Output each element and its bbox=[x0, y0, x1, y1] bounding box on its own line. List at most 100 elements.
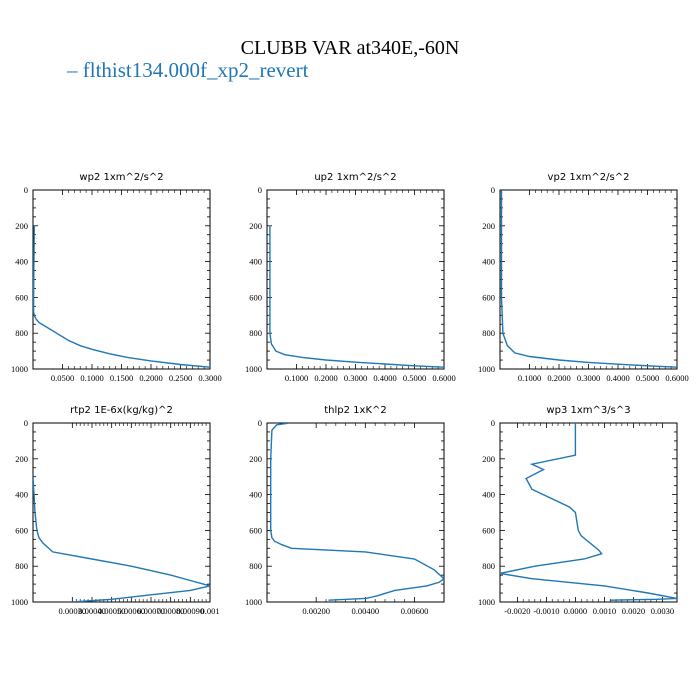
x-tick-label: 0.0020 bbox=[622, 606, 645, 616]
x-tick-label: 0.00600 bbox=[401, 606, 429, 616]
x-tick-label: 0.2000 bbox=[139, 373, 162, 383]
panel-title: vp2 1xm^2/s^2 bbox=[548, 172, 630, 183]
y-tick-label: 600 bbox=[15, 525, 28, 535]
panel-title: thlp2 1xK^2 bbox=[324, 405, 387, 416]
y-tick-label: 800 bbox=[15, 328, 28, 338]
y-tick-label: 800 bbox=[249, 328, 262, 338]
y-tick-label: 0 bbox=[24, 418, 28, 428]
series-line bbox=[269, 225, 444, 368]
y-tick-label: 1000 bbox=[11, 597, 28, 607]
y-tick-label: 1000 bbox=[478, 597, 495, 607]
legend-label: flthist134.000f_xp2_revert bbox=[82, 58, 309, 82]
x-tick-label: 0.3000 bbox=[577, 373, 600, 383]
y-tick-label: 1000 bbox=[11, 364, 28, 374]
panel-1: wp2 1xm^2/s^2 0 200 400 600 800 1000 0.0500 0.10… bbox=[11, 172, 222, 383]
panel-2: up2 1xm^2/s^2 0 200 400 600 800 1000 0.1000 0.20… bbox=[245, 172, 456, 383]
y-tick-label: 1000 bbox=[478, 364, 495, 374]
y-tick-label: 600 bbox=[249, 292, 262, 302]
y-tick-label: 200 bbox=[15, 221, 28, 231]
legend-line-marker: – bbox=[67, 58, 83, 82]
plot-frame bbox=[499, 422, 678, 603]
x-tick-label: 0.0500 bbox=[51, 373, 74, 383]
x-tick-label: 0.001 bbox=[200, 606, 219, 616]
y-tick-label: 200 bbox=[249, 454, 262, 464]
y-tick-label: 600 bbox=[15, 292, 28, 302]
x-tick-label: 0.00070 bbox=[137, 606, 165, 616]
y-tick-label: 800 bbox=[482, 328, 495, 338]
y-tick-label: 0 bbox=[258, 418, 262, 428]
x-tick-label: 0.0010 bbox=[593, 606, 616, 616]
x-tick-label: 0.3000 bbox=[344, 373, 367, 383]
y-tick-label: 0 bbox=[491, 185, 495, 195]
y-tick-label: 800 bbox=[15, 561, 28, 571]
x-tick-label: 0.1500 bbox=[110, 373, 133, 383]
x-tick-label: 0.4000 bbox=[606, 373, 629, 383]
plot-frame bbox=[266, 422, 445, 603]
x-tick-label: 0.00060 bbox=[118, 606, 146, 616]
x-tick-label: 0.1000 bbox=[285, 373, 308, 383]
x-tick-label: 0.1000 bbox=[80, 373, 103, 383]
y-tick-label: 0 bbox=[258, 185, 262, 195]
y-tick-label: 600 bbox=[249, 525, 262, 535]
panel-3: vp2 1xm^2/s^2 0 200 400 600 800 1000 0.1000 0.20… bbox=[478, 172, 689, 383]
plot-frame bbox=[32, 422, 211, 603]
panel-title: up2 1xm^2/s^2 bbox=[314, 172, 396, 183]
x-tick-label: 0.5000 bbox=[636, 373, 659, 383]
legend-entry: – flthist134.000f_xp2_revert bbox=[67, 58, 308, 83]
y-tick-label: 0 bbox=[491, 418, 495, 428]
chart-title: CLUBB VAR at340E,-60N bbox=[240, 37, 460, 59]
x-tick-label: 0.5000 bbox=[403, 373, 426, 383]
x-tick-label: 0.00090 bbox=[177, 606, 205, 616]
series-line bbox=[270, 423, 444, 601]
series-line bbox=[500, 190, 677, 368]
x-tick-label: 0.2000 bbox=[547, 373, 570, 383]
y-tick-label: 400 bbox=[249, 257, 262, 267]
x-tick-label: 0.0000 bbox=[564, 606, 587, 616]
y-tick-label: 1000 bbox=[245, 597, 262, 607]
y-tick-label: 200 bbox=[482, 221, 495, 231]
y-tick-label: 600 bbox=[482, 292, 495, 302]
panel-title: wp2 1xm^2/s^2 bbox=[79, 172, 163, 183]
panel-6: wp3 1xm^3/s^3 0 200 400 600 800 1000 -0.0020 -0.… bbox=[478, 405, 678, 616]
y-tick-label: 200 bbox=[482, 454, 495, 464]
x-tick-label: -0.0020 bbox=[504, 606, 530, 616]
panel-5: thlp2 1xK^2 0 200 400 600 800 1000 0.00200 0.004… bbox=[245, 405, 445, 616]
x-tick-label: 0.00040 bbox=[78, 606, 106, 616]
panel-title: rtp2 1E-6x(kg/kg)^2 bbox=[70, 405, 173, 416]
x-tick-label: 0.1000 bbox=[518, 373, 541, 383]
panel-4: rtp2 1E-6x(kg/kg)^2 0 200 400 600 800 1000 0.00… bbox=[11, 405, 220, 616]
y-tick-label: 400 bbox=[249, 490, 262, 500]
y-tick-label: 400 bbox=[482, 257, 495, 267]
series-line bbox=[33, 476, 210, 602]
x-tick-label: 0.2500 bbox=[169, 373, 192, 383]
x-tick-label: 0.2000 bbox=[314, 373, 337, 383]
plot-frame bbox=[499, 189, 678, 370]
x-tick-label: 0.00030 bbox=[59, 606, 87, 616]
x-tick-label: 0.0030 bbox=[651, 606, 674, 616]
series-line bbox=[500, 423, 677, 601]
x-tick-label: 0.6000 bbox=[665, 373, 688, 383]
y-tick-label: 600 bbox=[482, 525, 495, 535]
x-tick-label: 0.00050 bbox=[98, 606, 126, 616]
x-tick-label: -0.0010 bbox=[533, 606, 559, 616]
y-tick-label: 0 bbox=[24, 185, 28, 195]
y-tick-label: 800 bbox=[482, 561, 495, 571]
y-tick-label: 400 bbox=[15, 490, 28, 500]
panel-title: wp3 1xm^3/s^3 bbox=[546, 405, 630, 416]
plot-frame bbox=[32, 189, 211, 370]
x-tick-label: 0.00080 bbox=[157, 606, 185, 616]
series-line bbox=[33, 225, 210, 368]
x-tick-label: 0.00400 bbox=[352, 606, 380, 616]
y-tick-label: 200 bbox=[249, 221, 262, 231]
y-tick-label: 400 bbox=[15, 257, 28, 267]
plot-frame bbox=[266, 189, 445, 370]
x-tick-label: 0.4000 bbox=[373, 373, 396, 383]
y-tick-label: 200 bbox=[15, 454, 28, 464]
x-tick-label: 0.3000 bbox=[198, 373, 221, 383]
y-tick-label: 400 bbox=[482, 490, 495, 500]
y-tick-label: 800 bbox=[249, 561, 262, 571]
y-tick-label: 1000 bbox=[245, 364, 262, 374]
x-tick-label: 0.00200 bbox=[302, 606, 330, 616]
x-tick-label: 0.6000 bbox=[432, 373, 455, 383]
